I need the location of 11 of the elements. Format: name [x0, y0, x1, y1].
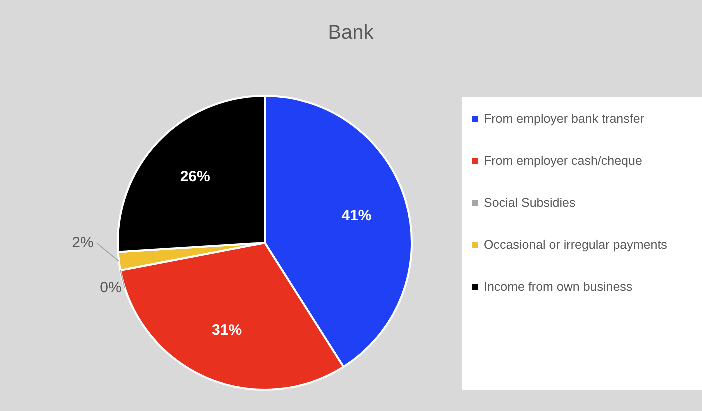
chart-title: Bank: [327, 22, 375, 45]
legend-label: Social Subsidies: [484, 195, 576, 211]
data-label: 26%: [180, 168, 210, 186]
legend-label: Income from own business: [484, 279, 633, 295]
text: 0%: [100, 280, 122, 297]
legend-label: Occasional or irregular payments: [484, 237, 668, 253]
data-label: 2%: [72, 234, 94, 252]
legend-label: From employer bank transfer: [484, 111, 644, 127]
legend-label: From employer cash/cheque: [484, 153, 642, 169]
data-label: 31%: [212, 322, 242, 339]
data-label: 41%: [342, 207, 372, 224]
